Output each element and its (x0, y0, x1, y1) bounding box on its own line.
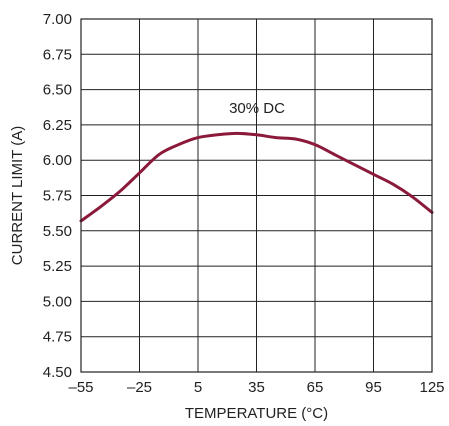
x-tick-label: 5 (194, 379, 202, 396)
y-tick-label: 6.25 (43, 117, 72, 134)
y-tick-label: 5.25 (43, 258, 72, 275)
y-tick-label: 6.75 (43, 46, 72, 63)
plot-frame (80, 18, 433, 373)
x-tick-label: –25 (127, 379, 152, 396)
y-tick-label: 5.50 (43, 223, 72, 240)
y-tick-label: 7.00 (43, 11, 72, 28)
x-tick-label: 35 (248, 379, 265, 396)
series-layer (79, 131, 434, 223)
y-tick-label: 5.00 (43, 293, 72, 310)
grid (80, 18, 433, 373)
x-tick-label: –55 (68, 379, 93, 396)
y-tick-label: 4.75 (43, 329, 72, 346)
x-tick-label: 125 (419, 379, 444, 396)
annotation-label: 30% DC (229, 100, 285, 117)
x-axis-title: TEMPERATURE (°C) (185, 405, 328, 422)
y-tick-label: 4.50 (43, 364, 72, 381)
y-tick-label: 6.00 (43, 152, 72, 169)
y-tick-label: 5.75 (43, 188, 72, 205)
tick-labels: –55 –25 5 35 65 95 125 4.50 4.75 5.00 5.25 5.50 5.75… (43, 11, 445, 396)
y-tick-label: 6.50 (43, 82, 72, 99)
series-line (79, 131, 434, 223)
x-tick-label: 95 (365, 379, 382, 396)
x-tick-label: 65 (307, 379, 324, 396)
y-axis-title: CURRENT LIMIT (A) (9, 126, 26, 265)
